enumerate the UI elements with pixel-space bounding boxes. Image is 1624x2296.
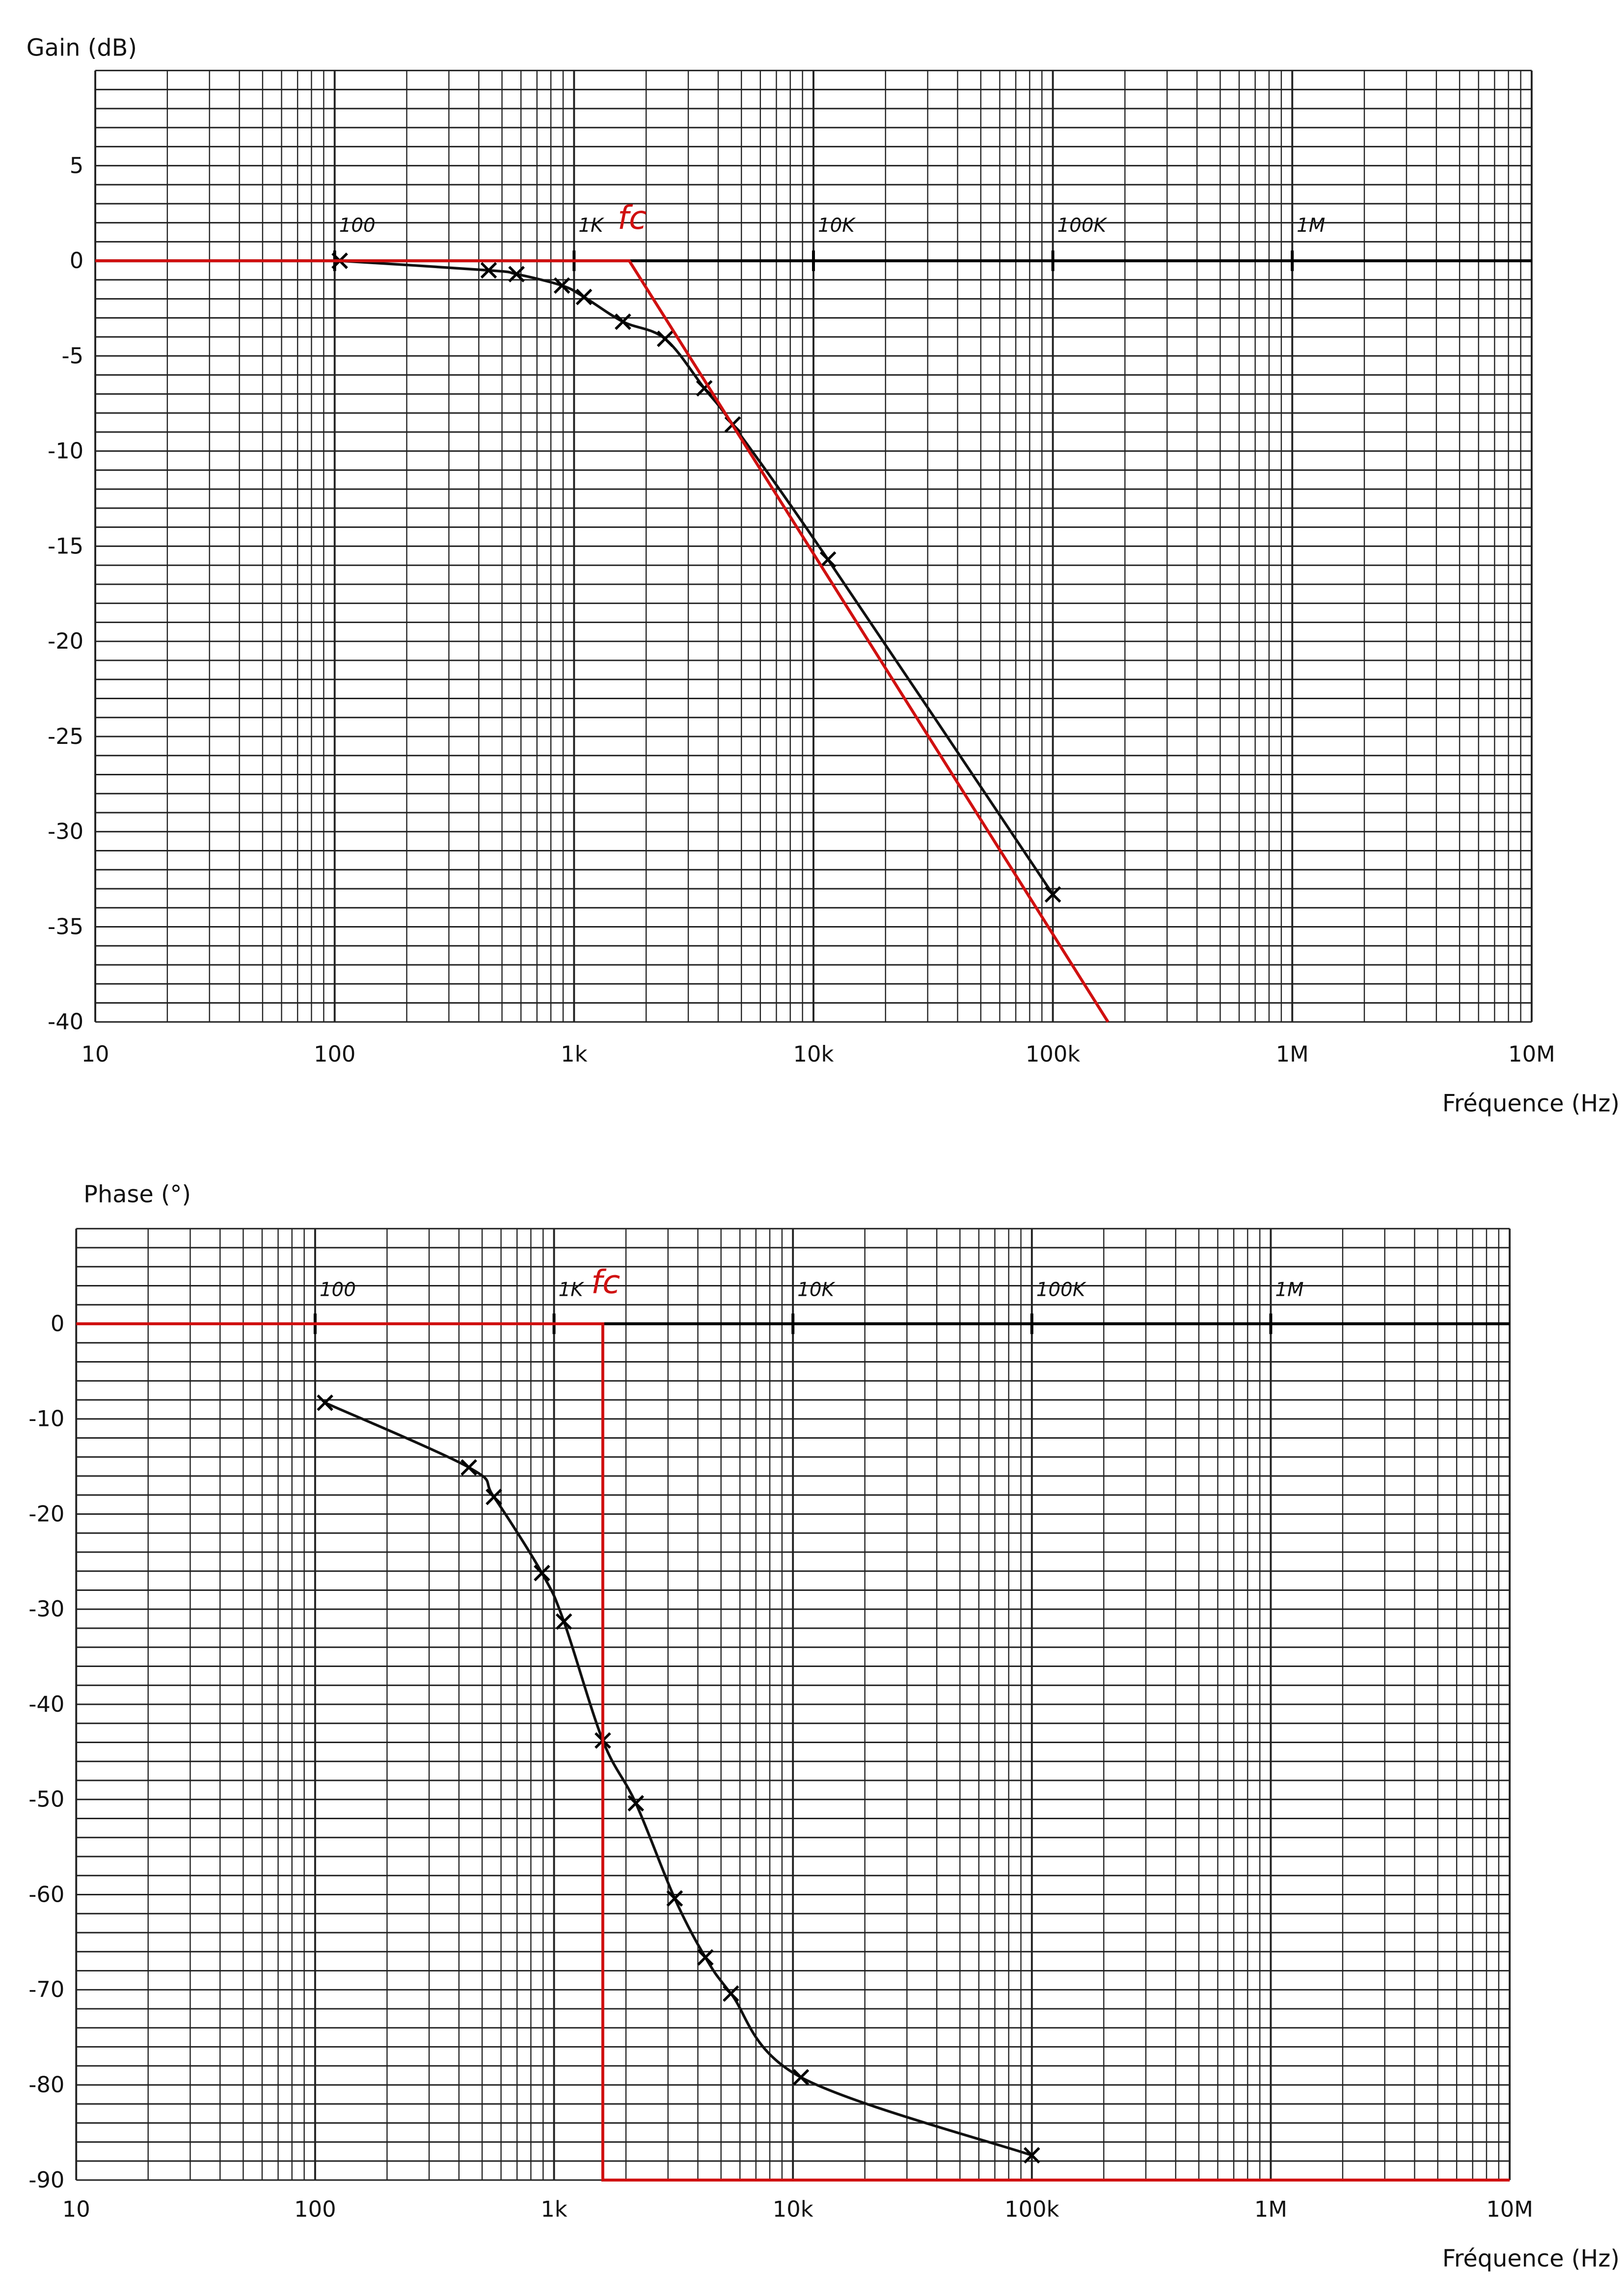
gain-data-point	[553, 277, 570, 294]
phase-data-point	[697, 1949, 714, 1966]
gain-grid	[94, 70, 1533, 1023]
gain-y-tick-label: -20	[48, 628, 83, 654]
gain-y-tick-label: 5	[70, 152, 83, 178]
phase-data-point	[534, 1564, 550, 1582]
phase-y-tick-label: -10	[28, 1406, 64, 1432]
gain-y-tick-label: -35	[48, 913, 83, 939]
gain-x-tick-label: 100	[314, 1041, 355, 1067]
phase-y-tick-label: -70	[28, 1976, 64, 2002]
gain-x-tick-label: 1M	[1276, 1041, 1309, 1067]
gain-data-point	[615, 313, 631, 330]
gain-y-tick-label: -30	[48, 819, 83, 845]
phase-y-tick-label: -90	[28, 2167, 64, 2193]
gain-handwritten-label: 100	[339, 215, 376, 237]
phase-data-point	[627, 1795, 645, 1812]
phase-x-tick-label: 100k	[1004, 2196, 1059, 2222]
phase-handwritten-label: 100K	[1036, 1279, 1087, 1301]
phase-y-tick-label: -80	[28, 2072, 64, 2098]
gain-handwritten-label: 1K	[578, 215, 605, 237]
gain-data-point	[575, 288, 593, 305]
phase-data-point	[317, 1394, 333, 1411]
gain-x-tick-label: 10	[81, 1041, 109, 1067]
gain-x-tick-label: 10k	[793, 1041, 834, 1067]
phase-chart: Phase (°) Fréquence (Hz) 0 -10 -20 -30 -40 -5…	[28, 1181, 1620, 2272]
phase-x-tick-label: 100	[294, 2196, 336, 2222]
phase-handwritten-label: 100	[320, 1279, 356, 1301]
gain-y-tick-label: 0	[70, 247, 83, 273]
phase-data-point	[555, 1613, 572, 1630]
gain-chart: Gain (dB) Fréquence (Hz) 5 0 -5 -10 -15 -20 -2…	[27, 35, 1620, 1118]
gain-asymptote-line	[95, 259, 1110, 1023]
gain-y-tick-label: -15	[48, 533, 83, 559]
phase-handwritten-label: 1M	[1275, 1279, 1303, 1301]
gain-data-point	[1044, 886, 1061, 903]
gain-data-point	[480, 262, 497, 279]
gain-x-tick-label: 1k	[561, 1041, 587, 1067]
gain-x-tick-label: 10M	[1508, 1041, 1555, 1067]
phase-data-point	[723, 1985, 739, 2002]
phase-x-tick-label: 10	[62, 2196, 90, 2222]
gain-y-tick-label: -40	[48, 1009, 83, 1035]
gain-y-tick-label: -5	[62, 343, 84, 369]
phase-y-tick-label: -20	[28, 1501, 64, 1527]
gain-data-point	[656, 330, 674, 347]
phase-y-axis-label: Phase (°)	[83, 1181, 191, 1208]
gain-x-tick-label: 100k	[1026, 1041, 1080, 1067]
phase-y-tick-label: -50	[28, 1786, 64, 1812]
gain-handwritten-label: 1M	[1297, 215, 1325, 237]
gain-handwritten-label: 100K	[1057, 215, 1108, 237]
phase-data-point	[460, 1459, 477, 1476]
phase-data-point	[792, 2069, 810, 2086]
gain-y-tick-label: -25	[48, 723, 83, 749]
phase-y-tick-label: -40	[28, 1691, 64, 1717]
gain-fc-annotation: fc	[618, 199, 647, 237]
phase-y-tick-label: 0	[51, 1311, 64, 1337]
gain-y-tick-label: -10	[48, 438, 83, 464]
phase-y-tick-label: -60	[28, 1881, 64, 1907]
phase-handwritten-label: 1K	[558, 1279, 585, 1301]
phase-measured-curve	[324, 1401, 1032, 2157]
phase-grid	[75, 1228, 1511, 2181]
phase-x-tick-label: 10k	[773, 2196, 813, 2222]
phase-data-point	[666, 1890, 683, 1907]
gain-data-point	[508, 266, 525, 283]
phase-data-point	[1024, 2147, 1040, 2164]
gain-data-point	[819, 551, 837, 568]
phase-x-axis-label: Fréquence (Hz)	[1442, 2245, 1620, 2272]
phase-asymptote-line	[76, 1322, 1510, 2182]
phase-handwritten-label: 10K	[797, 1279, 836, 1301]
gain-handwritten-label: 10K	[818, 215, 856, 237]
phase-x-tick-label: 1M	[1254, 2196, 1287, 2222]
phase-data-point	[486, 1488, 502, 1505]
phase-fc-annotation: fc	[591, 1264, 620, 1301]
gain-data-point	[696, 380, 713, 397]
phase-x-tick-label: 10M	[1486, 2196, 1533, 2222]
phase-y-tick-label: -30	[28, 1596, 64, 1622]
gain-y-axis-label: Gain (dB)	[27, 35, 137, 62]
phase-x-tick-label: 1k	[541, 2196, 567, 2222]
gain-x-axis-label: Fréquence (Hz)	[1442, 1090, 1620, 1117]
